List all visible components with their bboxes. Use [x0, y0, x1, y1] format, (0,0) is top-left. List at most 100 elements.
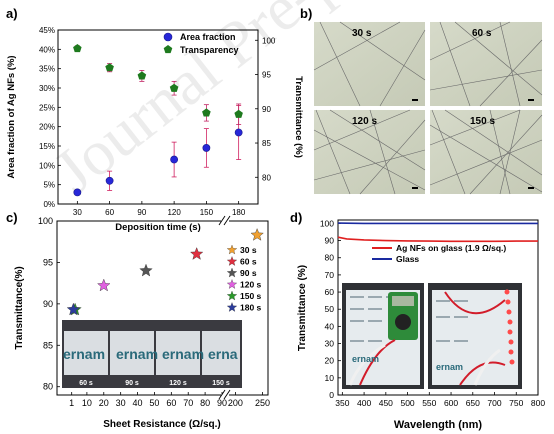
chart-d-ytick-label: 90	[325, 236, 335, 246]
chart-a-ytick-label: 25%	[39, 103, 55, 112]
micrograph-60s-label: 60 s	[472, 28, 492, 39]
chart-a-point-transparency	[202, 108, 211, 117]
chart-c-ytick-label: 80	[43, 382, 53, 392]
inset-label-150s: 150 s	[212, 380, 230, 387]
chart-a-ytick-label: 10%	[39, 161, 55, 170]
chart-d-ytick-label: 20	[325, 356, 335, 366]
chart-d-xtick-label: 700	[487, 398, 501, 408]
micrograph-150s-label: 150 s	[470, 116, 495, 127]
chart-c-legend-label: 60 s	[240, 257, 257, 267]
chart-d-frame	[337, 219, 539, 396]
chart-c-xtick-label: 50	[149, 398, 159, 408]
chart-a-point-area-fraction	[170, 155, 179, 164]
chart-a-ytick-label: 20%	[39, 123, 55, 132]
chart-c-point-60s	[189, 247, 204, 260]
legend-ag-nfs-label: Ag NFs on glass (1.9 Ω/sq.)	[396, 243, 506, 253]
chart-c-frame	[56, 220, 269, 396]
micrograph-grid: 30 s 60 s 120 s	[313, 21, 543, 195]
chart-c-point-180s	[66, 302, 81, 316]
chart-d-xtick-label: 500	[400, 398, 414, 408]
chart-c-x-axis: 1 10 20 30 40 50 60 70 80 90 200 250	[69, 392, 270, 408]
chart-d-y-axis: 0 10 20 30 40 50 60 70 80 90 100	[320, 218, 341, 400]
chart-a-legend: Area fraction Transparency	[163, 32, 239, 55]
chart-a-point-transparency	[169, 83, 179, 92]
chart-c-marks	[66, 228, 264, 316]
chart-c-legend-marker	[226, 290, 238, 301]
legend-glass-label: Glass	[396, 254, 419, 264]
legend-transparency-label: Transparency	[180, 45, 239, 55]
chart-c-y-axis: 80 85 90 95 100	[38, 216, 60, 392]
chart-c-legend-label: 180 s	[240, 303, 262, 313]
chart-c-xtick-label: 40	[133, 398, 143, 408]
chart-c-inset-photo: ernam ernam ernam erna 60 s 90 s 120 s 1…	[62, 320, 242, 388]
chart-c-xtick-label: 80	[200, 398, 210, 408]
chart-d-line-ag-nfs	[337, 236, 538, 243]
chart-d-ytick-label: 10	[325, 373, 335, 383]
chart-c-xtick-label: 70	[183, 398, 193, 408]
chart-d-ytick-label: 100	[320, 218, 334, 228]
panel-label-d: d)	[290, 210, 302, 225]
chart-a-y2tick-label: 90	[262, 105, 271, 114]
chart-a-point-transparency	[73, 44, 82, 53]
chart-a-ytick-label: 30%	[39, 84, 55, 93]
chart-a: 0% 5% 10% 15% 20% 25% 30% 35% 40% 45% 80 85 90 95 100…	[6, 26, 304, 233]
chart-c-xtick-label: 90	[217, 398, 227, 408]
chart-d-xtick-label: 800	[531, 398, 545, 408]
chart-a-point-transparency	[137, 71, 147, 80]
chart-c-xtick-label: 30	[116, 398, 126, 408]
micrograph-120s: 120 s	[313, 109, 426, 195]
chart-a-point-area-fraction	[105, 176, 114, 185]
chart-a-xtick-label: 60	[105, 208, 114, 217]
chart-c-xtick-label: 200	[228, 398, 243, 408]
micrograph-30s-label: 30 s	[352, 28, 372, 39]
svg-text:ernam: ernam	[116, 346, 158, 362]
chart-c-ytick-label: 85	[43, 340, 53, 350]
chart-d-inset-photo-multimeter: ernam	[342, 283, 424, 389]
chart-a-xtick-label: 180	[232, 208, 246, 217]
chart-d-ytick-label: 30	[325, 339, 335, 349]
inset-label-120s: 120 s	[169, 380, 187, 387]
chart-a-ylabel: Area fraction of Ag NFs (%)	[6, 55, 17, 178]
chart-c-legend-label: 120 s	[240, 280, 262, 290]
chart-a-ytick-label: 40%	[39, 45, 55, 54]
chart-c-point-90s	[139, 263, 153, 277]
chart-a-y2label: Transmittance (%)	[293, 76, 304, 158]
chart-d-xtick-label: 600	[444, 398, 458, 408]
chart-c-xtick-label: 10	[82, 398, 92, 408]
svg-text:erna: erna	[208, 346, 238, 362]
chart-d-ylabel: Transmittance (%)	[297, 265, 308, 351]
chart-a-x-axis: 30 60 90 120 150 180	[73, 201, 246, 217]
chart-c-point-30s	[250, 228, 264, 241]
chart-d-legend: Ag NFs on glass (1.9 Ω/sq.) Glass	[372, 243, 506, 264]
chart-a-y2tick-label: 80	[262, 173, 271, 182]
inset-label-60s: 60 s	[79, 380, 93, 387]
chart-c-legend-marker	[226, 256, 238, 266]
chart-d-xtick-label: 400	[357, 398, 371, 408]
chart-c-ytick-label: 90	[43, 299, 53, 309]
chart-a-point-transparency	[105, 63, 114, 72]
legend-area-fraction-marker	[163, 32, 173, 42]
chart-c-legend-label: 30 s	[240, 245, 257, 255]
chart-c-legend-label: 150 s	[240, 291, 262, 301]
chart-d: 0 10 20 30 40 50 60 70 80 90 100 350 400 450 500 550 60…	[297, 218, 545, 431]
micrograph-30s: 30 s	[313, 21, 426, 107]
inset-label-90s: 90 s	[125, 380, 139, 387]
chart-c-xtick-label: 250	[255, 398, 270, 408]
chart-a-point-area-fraction	[202, 144, 211, 152]
chart-a-ytick-label: 5%	[43, 181, 55, 190]
chart-d-ytick-label: 60	[325, 287, 335, 297]
svg-text:ernam: ernam	[352, 354, 379, 364]
chart-c-point-120s	[97, 278, 111, 292]
chart-a-ytick-label: 15%	[39, 142, 55, 151]
svg-text:ernam: ernam	[63, 346, 105, 362]
svg-text:ernam: ernam	[162, 346, 204, 362]
chart-a-xtick-label: 90	[137, 208, 146, 217]
chart-a-xtick-label: 120	[167, 208, 181, 217]
chart-a-y2tick-label: 100	[262, 36, 276, 45]
chart-a-y-axis: 0% 5% 10% 15% 20% 25% 30% 35% 40% 45%	[39, 26, 61, 209]
chart-a-xtick-label: 150	[200, 208, 214, 217]
chart-a-frame	[57, 29, 259, 205]
chart-c-xtick-label: 20	[99, 398, 109, 408]
